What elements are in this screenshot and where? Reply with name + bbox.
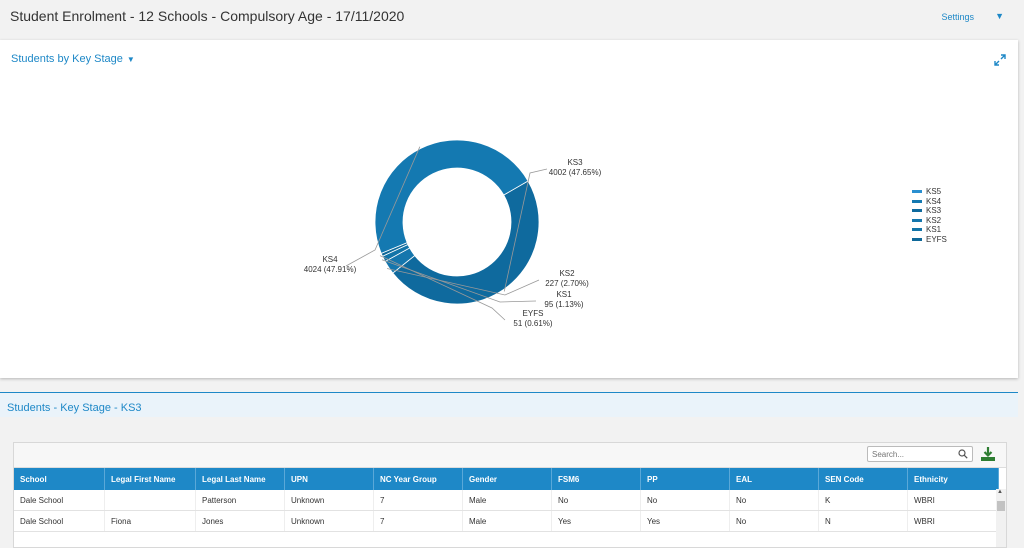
chart-title-label: Students by Key Stage bbox=[11, 53, 123, 65]
legend-label: KS3 bbox=[926, 206, 942, 216]
legend-swatch bbox=[912, 218, 922, 222]
legend-item-ks3[interactable]: KS3 bbox=[912, 206, 947, 216]
legend-label: KS2 bbox=[926, 215, 942, 225]
slice-label-ks1: KS1 bbox=[556, 290, 572, 299]
slice-value-ks3: 4002 (47.65%) bbox=[549, 168, 602, 177]
table-header-row: School Legal First Name Legal Last Name UPN… bbox=[14, 468, 999, 490]
scroll-up-icon[interactable]: ▲ bbox=[997, 489, 1003, 495]
table-cell: Dale School bbox=[14, 510, 105, 532]
legend-item-eyfs[interactable]: EYFS bbox=[912, 235, 947, 245]
grid-toolbar bbox=[14, 443, 1006, 468]
table-cell: Male bbox=[462, 490, 552, 511]
page-title: Student Enrolment - 12 Schools - Compuls… bbox=[10, 8, 405, 24]
column-header-school[interactable]: School bbox=[14, 468, 105, 490]
column-header-fsm6[interactable]: FSM6 bbox=[551, 468, 641, 490]
settings-dropdown-icon[interactable]: ▼ bbox=[995, 11, 1004, 21]
slice-value-ks4: 4024 (47.91%) bbox=[304, 265, 357, 274]
column-header-ethnicity[interactable]: Ethnicity bbox=[907, 468, 999, 490]
table-cell: 7 bbox=[373, 510, 463, 532]
students-table: School Legal First Name Legal Last Name UPN… bbox=[14, 468, 999, 532]
vertical-scrollbar[interactable]: ▲ bbox=[996, 489, 1006, 547]
table-cell: WBRI bbox=[907, 490, 999, 511]
legend-item-ks5[interactable]: KS5 bbox=[912, 187, 947, 197]
settings-button[interactable]: Settings bbox=[941, 12, 974, 22]
top-bar: Student Enrolment - 12 Schools - Compuls… bbox=[0, 0, 1024, 40]
slice-label-ks4: KS4 bbox=[322, 255, 338, 264]
scrollbar-thumb[interactable] bbox=[997, 501, 1005, 511]
column-header-gender[interactable]: Gender bbox=[462, 468, 552, 490]
column-header-legal-last-name[interactable]: Legal Last Name bbox=[195, 468, 285, 490]
slice-label-ks2: KS2 bbox=[559, 269, 575, 278]
chevron-down-icon: ▼ bbox=[126, 55, 135, 64]
search-icon[interactable] bbox=[958, 449, 968, 459]
table-cell: No bbox=[551, 490, 641, 511]
legend-item-ks1[interactable]: KS1 bbox=[912, 225, 947, 235]
legend-swatch bbox=[912, 228, 922, 232]
legend-item-ks4[interactable]: KS4 bbox=[912, 197, 947, 207]
chart-panel: Students by Key Stage ▼ KS3 4002 (47.65%) K… bbox=[0, 40, 1018, 378]
legend-label: KS4 bbox=[926, 196, 942, 206]
column-header-nc-year-group[interactable]: NC Year Group bbox=[373, 468, 463, 490]
expand-icon[interactable] bbox=[994, 54, 1006, 66]
slice-label-ks3: KS3 bbox=[567, 158, 583, 167]
table-cell: No bbox=[729, 490, 819, 511]
column-header-legal-first-name[interactable]: Legal First Name bbox=[104, 468, 196, 490]
table-row[interactable]: Dale School Patterson Unknown 7 Male No No No K W… bbox=[14, 490, 999, 511]
leader-line-ks3 bbox=[503, 168, 548, 292]
column-header-upn[interactable]: UPN bbox=[284, 468, 374, 490]
table-row[interactable]: Dale School Fiona Jones Unknown 7 Male Yes Yes N… bbox=[14, 510, 999, 532]
legend-label: EYFS bbox=[926, 234, 947, 244]
table-cell: Patterson bbox=[195, 490, 285, 511]
table-cell: Fiona bbox=[104, 510, 196, 532]
slice-value-ks1: 95 (1.13%) bbox=[544, 300, 583, 309]
section-header: Students - Key Stage - KS3 bbox=[0, 392, 1018, 417]
slice-label-eyfs: EYFS bbox=[523, 309, 544, 318]
donut-slice-ks4[interactable] bbox=[374, 139, 529, 254]
column-header-eal[interactable]: EAL bbox=[729, 468, 819, 490]
chart-legend: KS5 KS4 KS3 KS2 KS1 EYFS bbox=[912, 187, 947, 244]
section-title: Students - Key Stage - KS3 bbox=[7, 402, 142, 414]
column-header-sen-code[interactable]: SEN Code bbox=[818, 468, 908, 490]
legend-swatch bbox=[912, 237, 922, 241]
table-cell: Yes bbox=[551, 510, 641, 532]
table-cell: Dale School bbox=[14, 490, 105, 511]
table-cell: Unknown bbox=[284, 490, 374, 511]
search-input[interactable] bbox=[867, 446, 973, 462]
legend-item-ks2[interactable]: KS2 bbox=[912, 216, 947, 226]
leader-line-ks1 bbox=[381, 259, 537, 303]
leader-line-eyfs bbox=[379, 255, 506, 321]
leader-line-ks4 bbox=[345, 146, 421, 267]
table-cell: K bbox=[818, 490, 908, 511]
table-cell: Jones bbox=[195, 510, 285, 532]
table-cell: No bbox=[729, 510, 819, 532]
table-cell: N bbox=[818, 510, 908, 532]
legend-swatch bbox=[912, 199, 922, 203]
legend-swatch bbox=[912, 190, 922, 194]
slice-value-eyfs: 51 (0.61%) bbox=[513, 319, 552, 328]
table-cell: 7 bbox=[373, 490, 463, 511]
column-header-pp[interactable]: PP bbox=[640, 468, 730, 490]
table-cell: Yes bbox=[640, 510, 730, 532]
legend-swatch bbox=[912, 209, 922, 213]
donut-slice-ks3[interactable] bbox=[392, 180, 540, 305]
slice-value-ks2: 227 (2.70%) bbox=[545, 279, 589, 288]
chart-title-dropdown[interactable]: Students by Key Stage ▼ bbox=[11, 53, 135, 65]
table-cell: Unknown bbox=[284, 510, 374, 532]
table-cell: No bbox=[640, 490, 730, 511]
legend-label: KS1 bbox=[926, 225, 942, 235]
table-cell: Male bbox=[462, 510, 552, 532]
download-excel-icon[interactable] bbox=[980, 446, 996, 462]
table-cell bbox=[104, 490, 196, 511]
legend-label: KS5 bbox=[926, 187, 942, 197]
table-cell: WBRI bbox=[907, 510, 999, 532]
